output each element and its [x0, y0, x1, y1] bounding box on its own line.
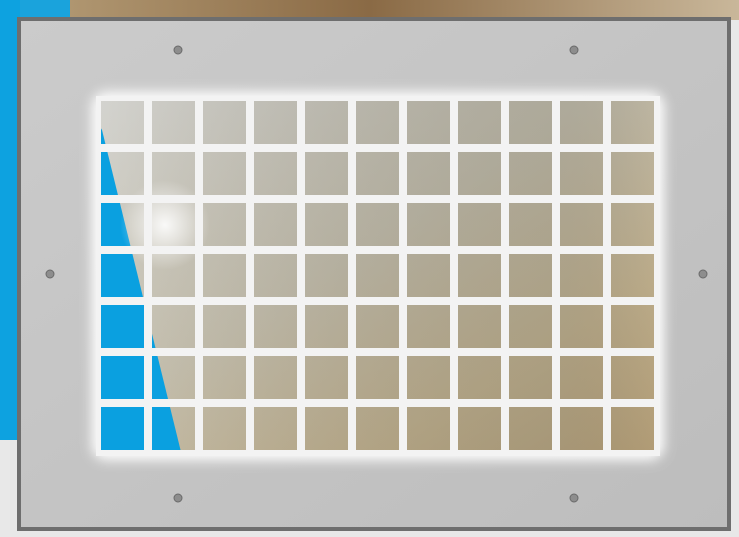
screw — [46, 270, 54, 278]
page: (() => { const data = JSON.parse(documen… — [0, 0, 739, 537]
screw — [174, 494, 182, 502]
screw — [174, 46, 182, 54]
screw — [570, 46, 578, 54]
screw — [699, 270, 707, 278]
screw — [570, 494, 578, 502]
grille-photo — [0, 0, 739, 537]
